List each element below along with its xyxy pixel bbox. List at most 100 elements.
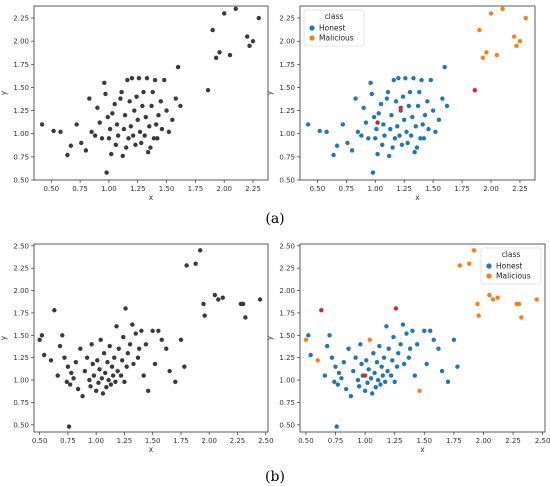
y-tick-label: 1.75 — [13, 61, 29, 69]
data-point — [104, 385, 109, 390]
plot-frame — [33, 5, 269, 181]
data-point — [436, 117, 442, 123]
data-point — [386, 346, 391, 351]
y-tick-label: 1.00 — [13, 377, 29, 385]
data-point — [375, 377, 381, 383]
data-point — [110, 373, 116, 378]
data-point — [91, 373, 97, 378]
y-tick-label: 2.00 — [13, 287, 29, 295]
data-point — [128, 124, 134, 129]
data-point — [103, 370, 108, 376]
data-point — [95, 105, 100, 111]
data-point — [107, 126, 113, 132]
series-flagged — [375, 88, 478, 125]
data-point — [98, 337, 103, 342]
data-point — [366, 367, 371, 372]
data-point — [83, 148, 89, 153]
data-point — [343, 386, 349, 392]
data-point — [134, 94, 139, 99]
data-point — [385, 368, 390, 374]
data-point — [349, 148, 355, 153]
data-point — [60, 333, 65, 338]
data-point — [348, 393, 354, 399]
data-point — [327, 333, 332, 338]
data-point — [490, 297, 496, 302]
data-point — [444, 103, 450, 109]
data-point — [156, 113, 161, 118]
data-point — [64, 379, 69, 385]
data-point — [329, 355, 335, 360]
data-point — [125, 351, 131, 356]
data-point — [173, 379, 178, 385]
x-tick-label: 2.00 — [476, 437, 492, 445]
plot-frame — [33, 243, 269, 433]
data-point — [410, 114, 415, 120]
data-point — [353, 355, 358, 360]
x-tick-label: 0.50 — [43, 185, 59, 193]
data-point — [324, 129, 329, 135]
data-point — [366, 136, 371, 141]
data-point — [130, 322, 135, 327]
data-point — [122, 379, 127, 385]
data-point — [494, 52, 499, 58]
data-point — [167, 368, 172, 374]
data-point — [104, 170, 109, 175]
data-point — [425, 99, 430, 104]
data-point — [359, 361, 364, 367]
data-point — [372, 370, 377, 376]
data-point — [82, 368, 88, 374]
data-point — [388, 126, 393, 132]
y-tick-label: 0.50 — [279, 177, 295, 185]
data-point — [386, 153, 392, 159]
data-point — [51, 128, 56, 134]
data-point — [500, 6, 505, 11]
x-tick-label: 1.50 — [145, 437, 161, 445]
legend-marker — [486, 273, 492, 279]
data-point — [325, 343, 330, 349]
data-point — [210, 27, 215, 33]
data-point — [355, 377, 361, 383]
data-point — [122, 113, 128, 118]
y-tick-label: 2.50 — [279, 242, 295, 250]
data-point — [380, 373, 386, 378]
x-tick-label: 1.25 — [387, 437, 403, 445]
data-point — [371, 351, 376, 356]
data-point — [90, 361, 95, 367]
y-tick-label: 0.50 — [13, 421, 29, 429]
y-tick-label: 2.25 — [279, 265, 295, 273]
data-point — [220, 295, 225, 300]
data-point — [376, 111, 381, 116]
x-tick-label: 1.75 — [173, 437, 189, 445]
caption-a: (a) — [265, 211, 284, 227]
legend-entry: Honest — [496, 262, 523, 271]
y-tick-label: 0.75 — [13, 153, 29, 161]
data-point — [353, 96, 358, 101]
data-point — [431, 337, 436, 342]
data-point — [105, 114, 110, 120]
data-point — [62, 355, 67, 360]
data-point — [127, 342, 133, 347]
data-point — [368, 376, 374, 381]
data-point — [135, 117, 140, 123]
data-point — [114, 122, 120, 127]
x-tick-label: 2.50 — [258, 437, 274, 445]
y-tick-label: 1.25 — [279, 107, 295, 115]
data-point — [58, 129, 63, 135]
data-point — [383, 379, 388, 385]
x-tick-label: 1.00 — [88, 437, 104, 445]
data-point — [391, 334, 396, 340]
data-point — [127, 99, 132, 104]
data-point — [471, 248, 477, 253]
x-tick-label: 1.50 — [416, 437, 432, 445]
data-point — [153, 122, 159, 127]
data-point — [245, 34, 250, 39]
data-point — [124, 364, 129, 369]
y-tick-label: 2.25 — [279, 15, 295, 23]
data-point — [97, 367, 102, 372]
data-point — [417, 89, 422, 95]
data-point — [116, 346, 121, 351]
data-point — [394, 364, 400, 369]
data-point — [362, 373, 368, 378]
x-tick-label: 0.50 — [310, 185, 326, 193]
data-point — [151, 136, 157, 141]
